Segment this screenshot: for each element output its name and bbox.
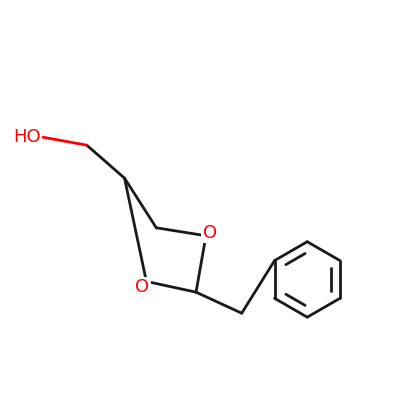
Text: O: O [135, 278, 150, 296]
Text: HO: HO [14, 128, 41, 146]
Text: O: O [203, 224, 217, 242]
